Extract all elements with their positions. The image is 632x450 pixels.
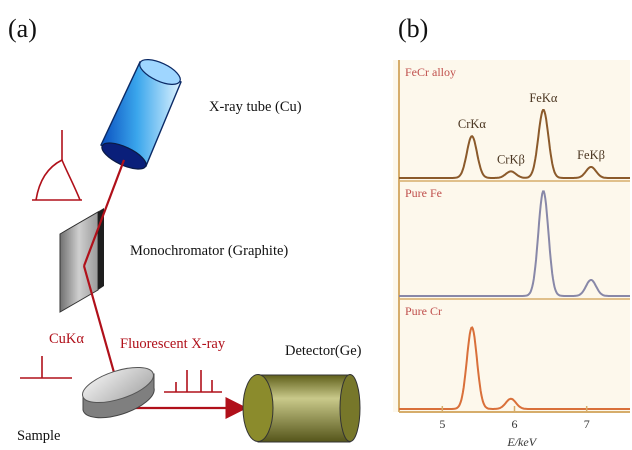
monochromator-label: Monochromator (Graphite) (130, 243, 289, 259)
peak-label: FeKα (529, 91, 558, 105)
series-label: FeCr alloy (405, 65, 456, 79)
xray-tube-label: X-ray tube (Cu) (209, 99, 302, 115)
spectrum-trace-2 (399, 190, 630, 297)
sample-disk (82, 366, 155, 419)
peak-label: CrKα (458, 117, 487, 131)
x-tick-label: 7 (584, 417, 590, 431)
incident-spectrum-icon (32, 130, 82, 201)
series-label: Pure Cr (405, 304, 442, 318)
spectrum-chart: FeCr alloy CrKα CrKβ FeKα FeKβ Pure Fe Pure Cr… (393, 60, 630, 449)
cuka-line-icon (20, 356, 72, 379)
beam-path (82, 159, 248, 419)
panel-a-label: (a) (8, 14, 37, 43)
series-label: Pure Fe (405, 186, 442, 200)
peak-label: FeKβ (577, 148, 605, 162)
cuka-label: CuKα (49, 331, 84, 347)
fluorescent-xray-label: Fluorescent X-ray (120, 336, 226, 352)
monochromator (59, 208, 104, 313)
detector (242, 374, 361, 443)
peak-label: CrKβ (497, 152, 525, 166)
fluorescent-lines-icon (164, 370, 222, 393)
sample-label: Sample (17, 428, 61, 444)
xray-tube (100, 59, 182, 170)
chart-background (393, 60, 630, 412)
x-axis-label: E/keV (506, 435, 537, 449)
x-tick-label: 6 (512, 417, 518, 431)
x-tick-label: 5 (439, 417, 445, 431)
spectrum-trace-3 (399, 326, 630, 410)
panel-b-label: (b) (398, 14, 429, 43)
spectrum-trace-1 (399, 109, 630, 179)
detector-label: Detector(Ge) (285, 343, 362, 359)
